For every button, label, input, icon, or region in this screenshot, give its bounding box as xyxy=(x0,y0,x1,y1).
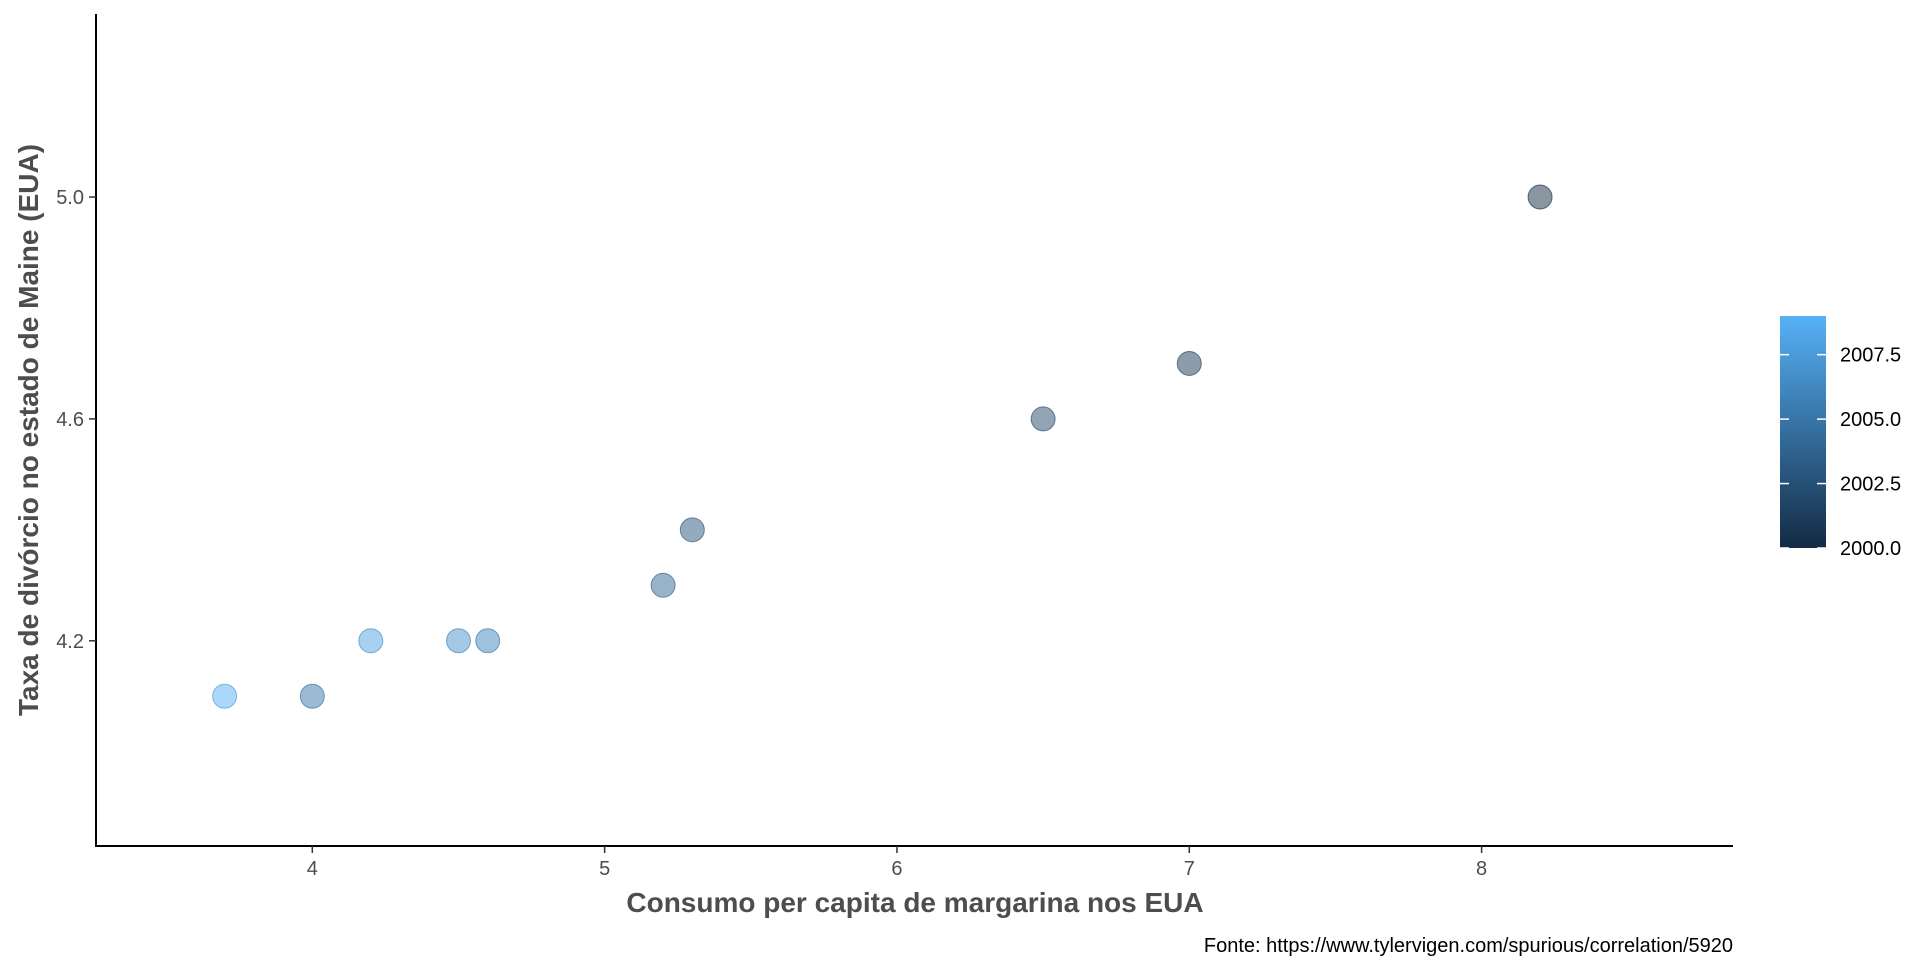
x-tick-label: 4 xyxy=(307,858,318,880)
colorbar-label: 2002.5 xyxy=(1840,474,1901,496)
data-point xyxy=(212,683,238,709)
y-tick-label: 4.6 xyxy=(56,409,84,431)
colorbar-label: 2000.0 xyxy=(1840,538,1901,560)
x-axis-title: Consumo per capita de margarina nos EUA xyxy=(626,887,1203,918)
source-caption: Fonte: https://www.tylervigen.com/spurio… xyxy=(1204,935,1733,957)
x-tick-label: 5 xyxy=(599,858,610,880)
x-tick-label: 8 xyxy=(1476,858,1487,880)
x-tick-label: 6 xyxy=(891,858,902,880)
colorbar-label: 2007.5 xyxy=(1840,345,1901,367)
x-tick-label: 7 xyxy=(1184,858,1195,880)
points-layer xyxy=(212,184,1553,709)
y-ticks: 4.2 4.6 5.0 xyxy=(56,187,96,653)
colorbar xyxy=(1780,316,1826,548)
data-point xyxy=(445,628,471,654)
data-point xyxy=(1176,350,1202,376)
color-legend: 2000.0 2002.5 2005.0 2007.5 xyxy=(1780,316,1901,560)
data-point xyxy=(299,683,325,709)
data-point xyxy=(475,628,501,654)
colorbar-label: 2005.0 xyxy=(1840,409,1901,431)
data-point xyxy=(650,572,676,598)
y-tick-label: 4.2 xyxy=(56,631,84,653)
colorbar-ticks: 2000.0 2002.5 2005.0 2007.5 xyxy=(1780,345,1901,560)
data-point xyxy=(358,628,384,654)
y-tick-label: 5.0 xyxy=(56,187,84,209)
data-point xyxy=(679,517,705,543)
data-point xyxy=(1030,406,1056,432)
x-ticks: 4 5 6 7 8 xyxy=(307,846,1487,880)
y-axis-title: Taxa de divórcio no estado de Maine (EUA… xyxy=(13,144,44,716)
data-point xyxy=(1527,184,1553,210)
